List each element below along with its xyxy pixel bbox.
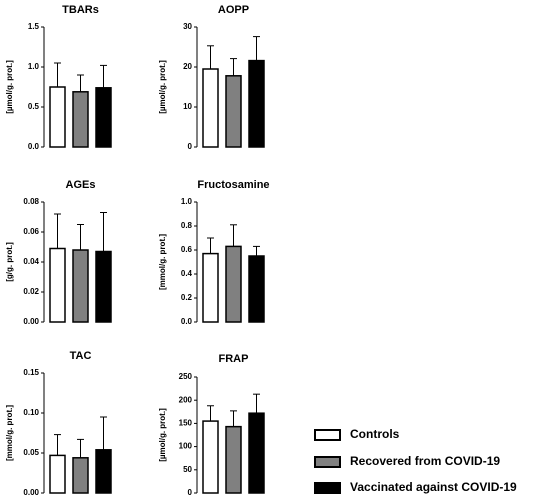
- y-tick-label: 0.08: [23, 197, 39, 206]
- y-axis-label: [g/g. prot.]: [5, 242, 14, 282]
- y-tick-label: 20: [183, 62, 192, 71]
- chart-panel-tbars: TBARs 0.0 0.5 1.0 1.5 [µmol/g. prot.]: [5, 4, 112, 151]
- bar-3: [248, 59, 265, 148]
- bar-1: [202, 420, 219, 494]
- y-tick-label: 0.04: [23, 257, 39, 266]
- y-tick-label: 200: [179, 395, 193, 404]
- y-tick-label: 1.0: [181, 197, 193, 206]
- y-axis-label: [µmol/g. prot.]: [158, 60, 167, 114]
- chart-panel-tac: TAC 0.00 0.05 0.10 0.15 [mmol/g. prot.]: [5, 350, 112, 497]
- y-axis-label: [µmol/g. prot.]: [158, 408, 167, 462]
- y-tick-label: 0.4: [181, 269, 193, 278]
- chart-panel-frap: FRAP 0 50 100 150 200 250 [µmol/g. prot.]: [158, 353, 265, 497]
- bar-3: [248, 255, 265, 323]
- y-tick-label: 0.00: [23, 488, 39, 497]
- chart-title: TBARs: [62, 4, 99, 16]
- bar-2: [225, 75, 242, 148]
- legend-label-3: Vaccinated against COVID-19: [350, 480, 517, 494]
- y-tick-label: 0.15: [23, 368, 39, 377]
- bar-3: [95, 250, 112, 323]
- bar-3: [95, 87, 112, 148]
- y-axis-label: [mmol/g. prot.]: [158, 234, 167, 290]
- chart-title: Fructosamine: [197, 179, 269, 191]
- bar-2: [72, 91, 89, 148]
- chart-panel-fructosamine: Fructosamine 0.0 0.2 0.4 0.6 0.8 1.0 [mmol/g. p…: [158, 179, 270, 326]
- legend-label-2: Recovered from COVID-19: [350, 454, 500, 468]
- y-tick-label: 0.6: [181, 245, 193, 254]
- y-tick-label: 0.2: [181, 293, 193, 302]
- y-tick-label: 100: [179, 442, 193, 451]
- chart-title: AOPP: [218, 4, 249, 16]
- y-tick-label: 10: [183, 102, 192, 111]
- bar-1: [49, 86, 66, 148]
- y-tick-label: 0.0: [28, 142, 40, 151]
- legend-label-1: Controls: [350, 427, 400, 441]
- y-axis-label: [mmol/g. prot.]: [5, 405, 14, 461]
- y-tick-label: 0.0: [181, 317, 193, 326]
- y-tick-label: 50: [183, 465, 192, 474]
- chart-panel-ages: AGEs 0.00 0.02 0.04 0.06 0.08 [g/g. prot.]: [5, 179, 112, 326]
- chart-title: TAC: [70, 350, 92, 362]
- bar-1: [202, 252, 219, 323]
- y-axis-label: [µmol/g. prot.]: [5, 60, 14, 114]
- y-tick-label: 0.02: [23, 287, 39, 296]
- bar-1: [49, 247, 66, 323]
- bar-2: [72, 249, 89, 323]
- y-tick-label: 0: [188, 488, 193, 497]
- chart-title: FRAP: [219, 353, 249, 365]
- y-tick-label: 0.10: [23, 408, 39, 417]
- legend: Controls Recovered from COVID-19 Vaccinate…: [314, 427, 517, 494]
- y-tick-label: 0.00: [23, 317, 39, 326]
- y-tick-label: 1.5: [28, 22, 40, 31]
- y-tick-label: 30: [183, 22, 192, 31]
- bar-2: [72, 457, 89, 494]
- bar-1: [202, 68, 219, 148]
- legend-swatch-3: [314, 482, 341, 494]
- y-tick-label: 0.05: [23, 448, 39, 457]
- bar-3: [248, 412, 265, 494]
- y-tick-label: 0.8: [181, 221, 193, 230]
- y-tick-label: 0.06: [23, 227, 39, 236]
- y-tick-label: 0.5: [28, 102, 40, 111]
- bar-1: [49, 454, 66, 494]
- y-tick-label: 150: [179, 419, 193, 428]
- legend-swatch-2: [314, 456, 341, 468]
- bar-3: [95, 449, 112, 494]
- y-tick-label: 0: [188, 142, 193, 151]
- chart-title: AGEs: [66, 179, 96, 191]
- y-tick-label: 1.0: [28, 62, 40, 71]
- bar-2: [225, 425, 242, 494]
- legend-swatch-1: [314, 429, 341, 441]
- bar-2: [225, 245, 242, 323]
- y-tick-label: 250: [179, 372, 193, 381]
- chart-panel-aopp: AOPP 0 10 20 30 [µmol/g. prot.]: [158, 4, 265, 151]
